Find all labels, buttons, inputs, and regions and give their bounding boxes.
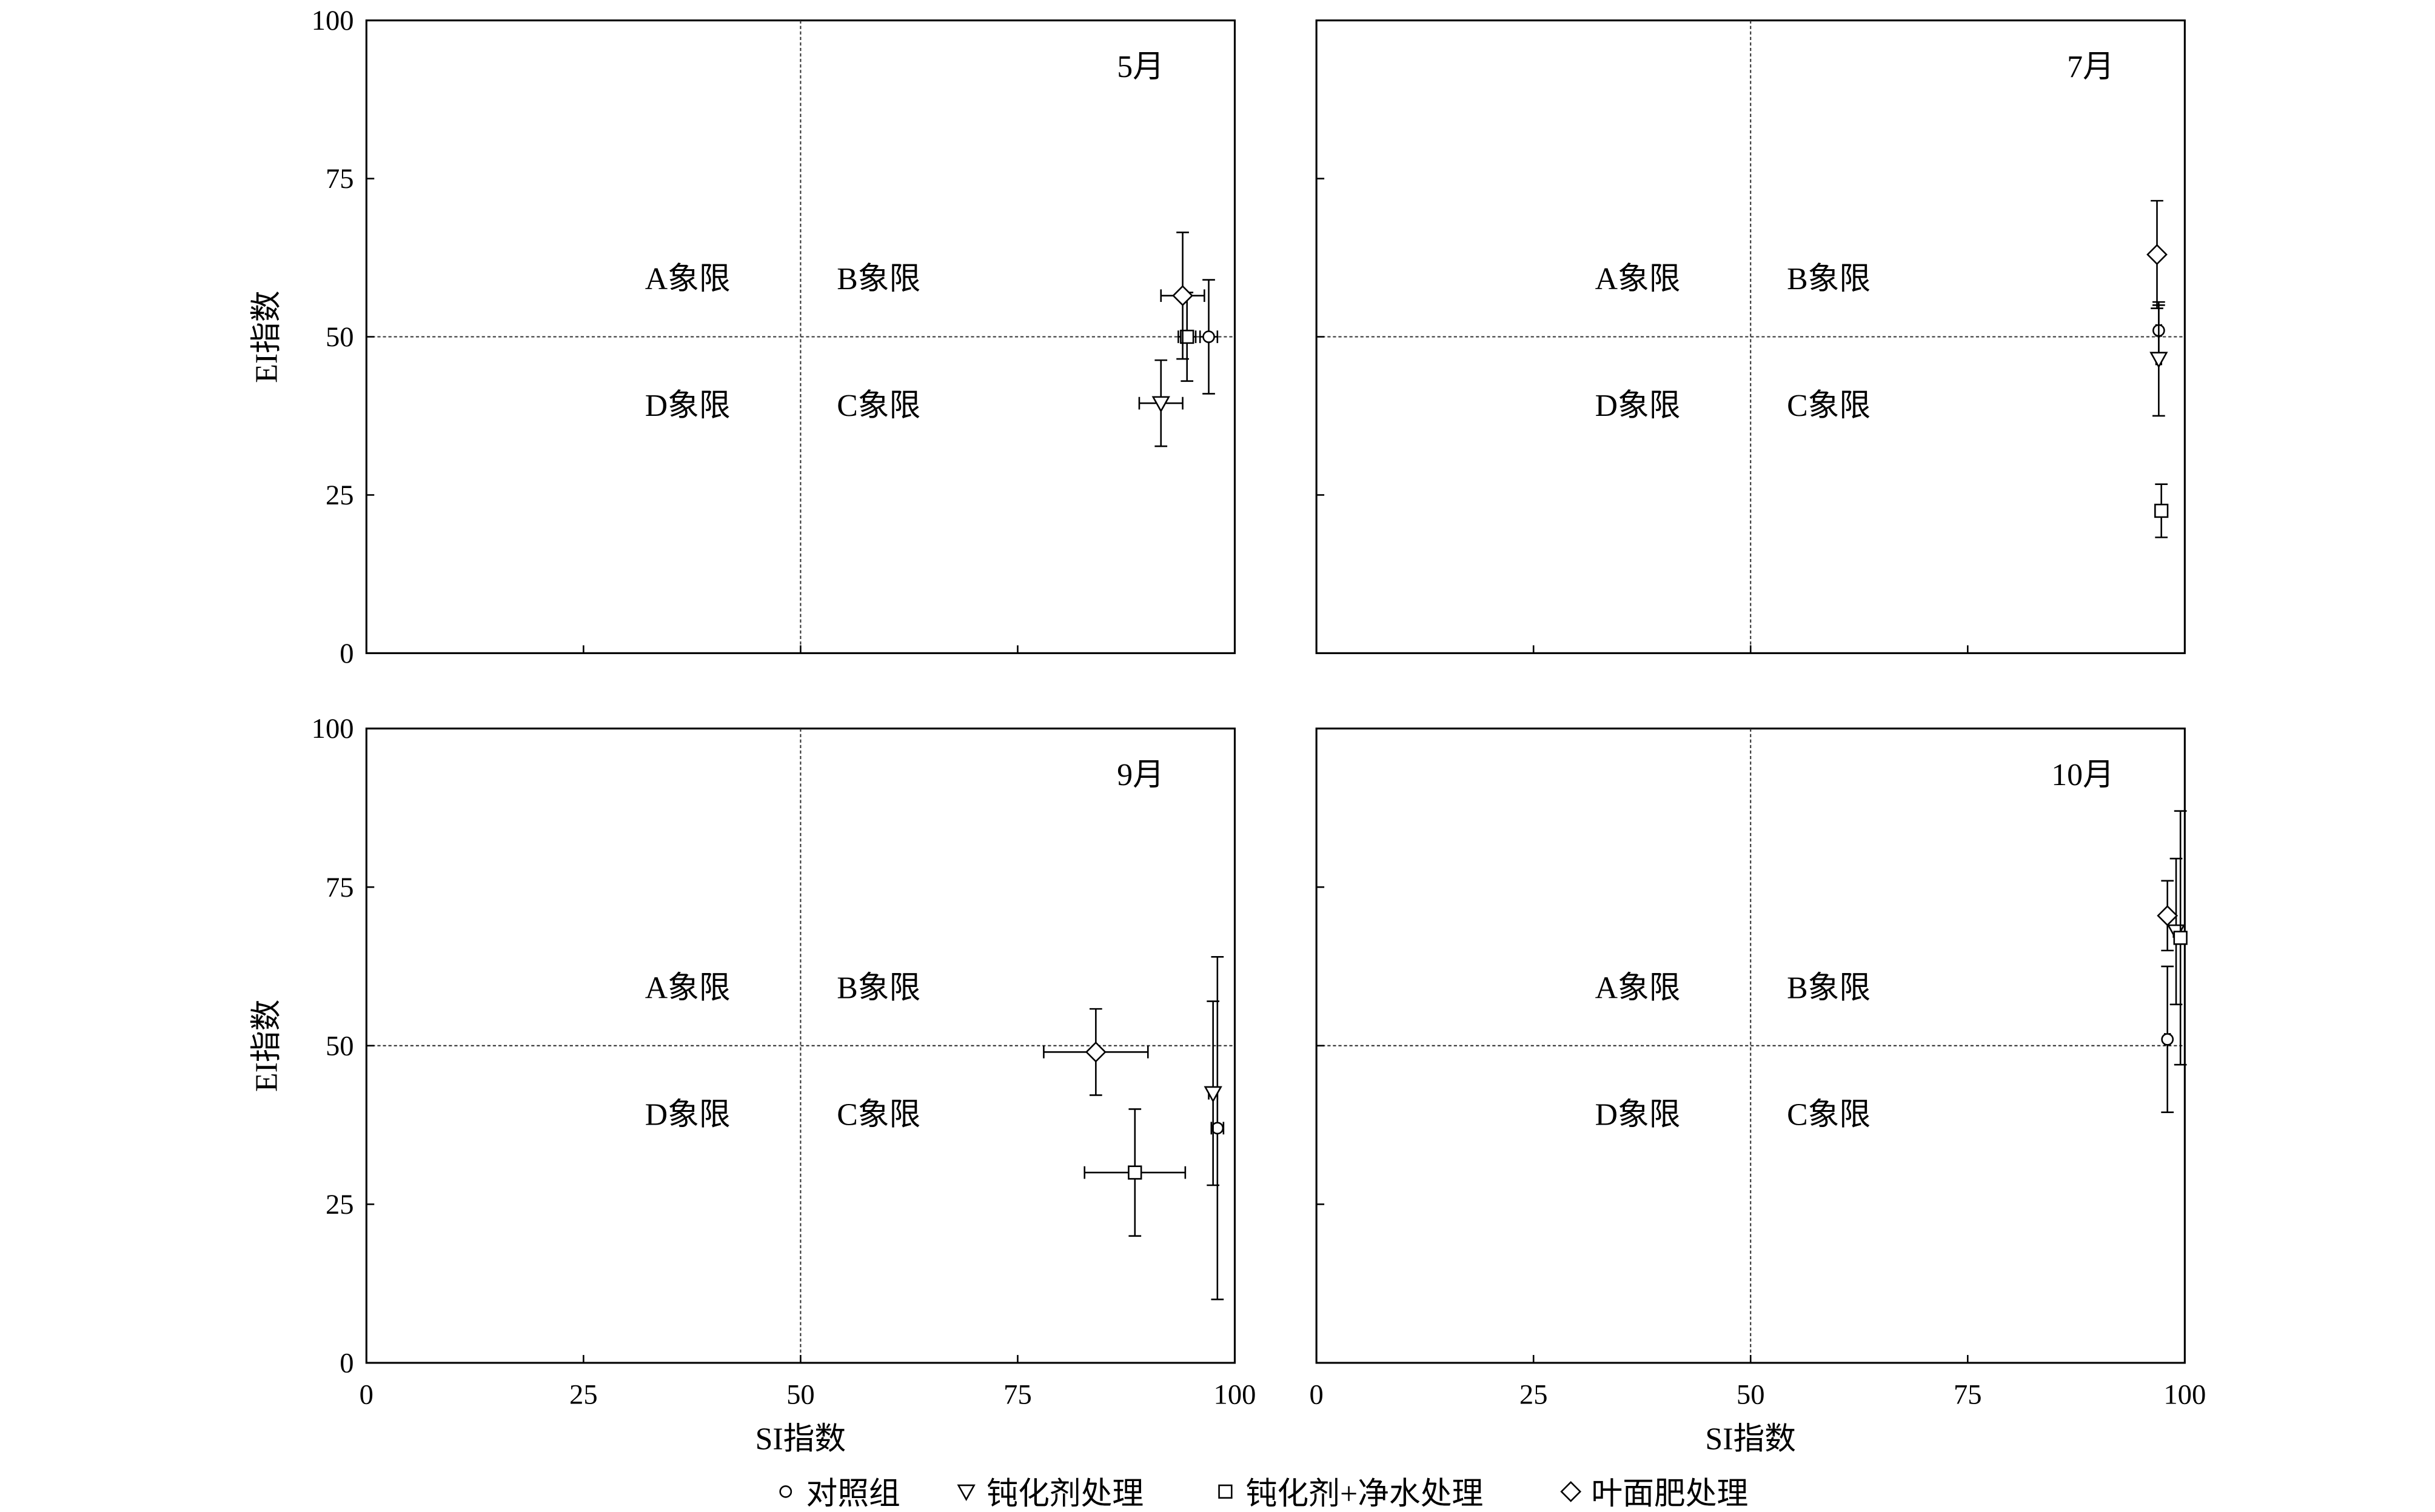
x-tick-label: 0 <box>360 1379 373 1410</box>
quadrant-label-d: D象限 <box>645 389 731 423</box>
legend-label: 对照组 <box>806 1477 900 1511</box>
diamond-marker <box>1085 1041 1107 1063</box>
x-tick-label: 25 <box>1519 1379 1548 1410</box>
y-tick-label: 50 <box>326 321 354 353</box>
legend-triangle-down-marker <box>957 1484 976 1501</box>
quadrant-label-c: C象限 <box>1787 1098 1871 1132</box>
data-point-diamond <box>1160 232 1205 360</box>
data-point-diamond <box>2157 880 2179 952</box>
circle-marker <box>1211 1122 1224 1135</box>
x-tick-label: 75 <box>1954 1379 1982 1410</box>
legend-label: 钝化剂处理 <box>986 1477 1144 1511</box>
chart-panel-1: 0 25 50 75 100 EI指数 5月 A象限 B象限 D象限 C象限 <box>250 5 1236 669</box>
quadrant-label-b: B象限 <box>1787 262 1871 296</box>
square-marker <box>1128 1165 1142 1180</box>
data-point-triangle-down <box>1138 359 1184 447</box>
quadrant-label-b: B象限 <box>837 262 920 296</box>
x-tick-label: 50 <box>786 1379 815 1410</box>
x-tick-label: 100 <box>2163 1379 2206 1410</box>
data-point-circle <box>2161 965 2174 1113</box>
y-axis-title: EI指数 <box>250 1000 284 1092</box>
chart-panel-4: 0 25 50 75 100 SI指数 10月 A象限 B象限 D象限 C象限 <box>1310 728 2206 1456</box>
legend-item-triangle-down: 钝化剂处理 <box>957 1477 1144 1511</box>
quadrant-label-d: D象限 <box>1595 1098 1681 1132</box>
quadrant-label-a: A象限 <box>1595 971 1681 1005</box>
x-tick-label: 100 <box>1214 1379 1256 1410</box>
legend-square-marker <box>1218 1484 1233 1499</box>
legend-circle-marker <box>779 1485 792 1498</box>
diamond-marker <box>2157 905 2179 926</box>
quadrant-label-b: B象限 <box>1787 971 1871 1005</box>
legend-diamond-marker <box>1560 1480 1582 1502</box>
y-tick-label: 0 <box>340 1348 353 1379</box>
square-marker <box>2154 503 2169 518</box>
panels: 0 25 50 75 100 EI指数 5月 A象限 B象限 D象限 C象限 7月 A象限 B象限 D象限 C… <box>250 5 2206 1456</box>
legend-item-diamond: 叶面肥处理 <box>1560 1477 1748 1511</box>
quadrant-label-a: A象限 <box>645 262 731 296</box>
legend: 对照组 钝化剂处理 钝化剂+净水处理 叶面肥处理 <box>779 1477 1748 1511</box>
quadrant-label-d: D象限 <box>1595 389 1681 423</box>
data-point-square <box>1177 292 1197 382</box>
circle-marker <box>1202 330 1215 343</box>
quadrant-label-c: C象限 <box>1787 389 1871 423</box>
data-point-diamond <box>2146 199 2168 309</box>
legend-item-square: 钝化剂+净水处理 <box>1218 1477 1484 1511</box>
x-tick-label: 50 <box>1737 1379 1765 1410</box>
y-tick-label: 75 <box>326 872 354 903</box>
y-tick-label: 50 <box>326 1030 354 1062</box>
quadrant-label-b: B象限 <box>837 971 920 1005</box>
data-point-square <box>2173 810 2188 1066</box>
legend-label: 钝化剂+净水处理 <box>1246 1477 1484 1511</box>
panel-month-label: 9月 <box>1117 758 1164 792</box>
y-tick-label: 0 <box>340 638 353 669</box>
x-axis-title: SI指数 <box>1705 1422 1796 1456</box>
chart-panel-2: 7月 A象限 B象限 D象限 C象限 <box>1315 19 2186 654</box>
legend-label: 叶面肥处理 <box>1591 1477 1748 1511</box>
square-marker <box>2173 931 2188 945</box>
triangle-down-marker <box>2149 352 2168 369</box>
circle-marker <box>2161 1033 2174 1046</box>
quadrant-label-d: D象限 <box>645 1098 731 1132</box>
panel-month-label: 7月 <box>2067 50 2114 84</box>
chart-panel-3: 0 25 50 75 100 0 25 50 75 100 EI指数 SI指数 9月 A象限 B象限 D象限 C… <box>250 713 1256 1456</box>
data-point-circle <box>1210 956 1225 1300</box>
data-point-diamond <box>1043 1008 1149 1096</box>
y-axis-title: EI指数 <box>250 290 284 383</box>
x-tick-label: 0 <box>1310 1379 1324 1410</box>
triangle-down-marker <box>1204 1086 1222 1103</box>
diamond-marker <box>2146 244 2168 266</box>
data-point-triangle-down <box>2149 301 2168 417</box>
quadrant-label-c: C象限 <box>837 389 920 423</box>
x-tick-label: 75 <box>1003 1379 1032 1410</box>
y-tick-label: 100 <box>312 5 354 36</box>
legend-item-circle: 对照组 <box>779 1477 900 1511</box>
data-point-square <box>2154 483 2169 538</box>
x-axis-title: SI指数 <box>755 1422 846 1456</box>
quadrant-label-a: A象限 <box>645 971 731 1005</box>
panel-month-label: 10月 <box>2051 758 2114 792</box>
data-point-circle <box>1199 279 1219 395</box>
quadrant-label-c: C象限 <box>837 1098 920 1132</box>
quadrant-label-a: A象限 <box>1595 262 1681 296</box>
triangle-down-marker <box>1151 396 1170 413</box>
data-point-triangle-down <box>1204 1000 1222 1186</box>
x-tick-label: 25 <box>569 1379 598 1410</box>
y-tick-label: 25 <box>326 1189 354 1220</box>
y-tick-label: 25 <box>326 480 354 511</box>
data-point-square <box>1084 1108 1187 1237</box>
panel-month-label: 5月 <box>1117 50 1164 84</box>
y-tick-label: 100 <box>312 713 354 744</box>
diamond-marker <box>1172 285 1193 307</box>
square-marker <box>1180 329 1194 344</box>
y-tick-label: 75 <box>326 163 354 195</box>
